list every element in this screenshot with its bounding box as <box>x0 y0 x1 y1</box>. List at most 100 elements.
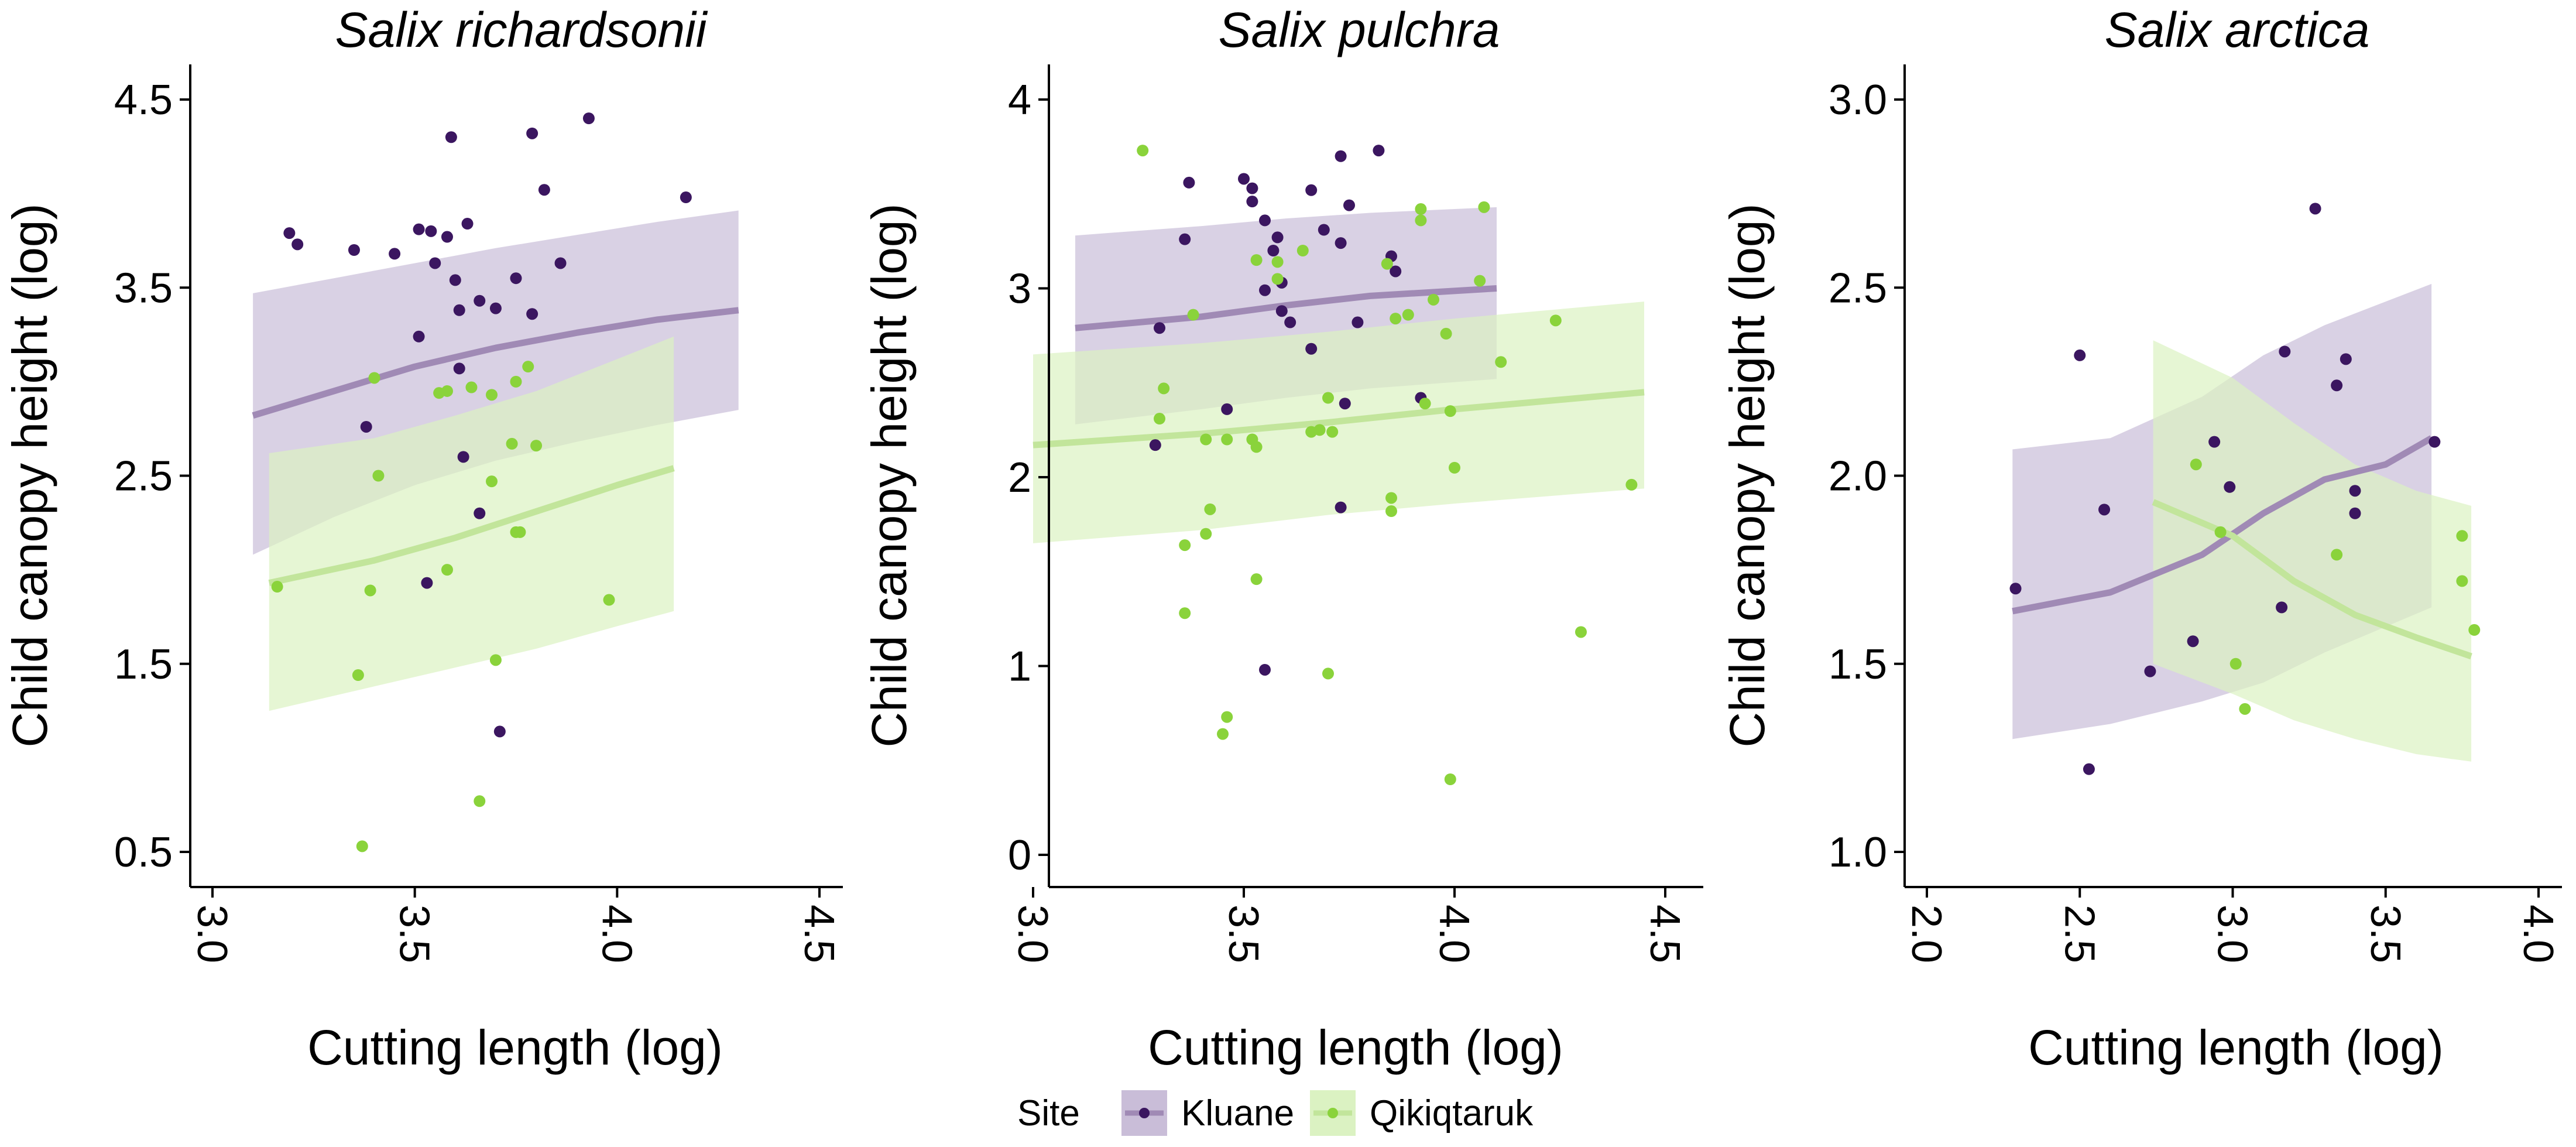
legend-key-point <box>1139 1108 1150 1118</box>
panel-salix-arctica: Salix arctica Child canopy height (log) … <box>1720 2 2562 1075</box>
data-point <box>2083 763 2095 775</box>
data-point <box>1271 231 1284 244</box>
legend-label-kluane: Kluane <box>1181 1093 1294 1134</box>
data-point <box>1402 309 1414 321</box>
fit-line <box>2012 435 2433 615</box>
fit-line <box>1075 285 1497 331</box>
data-point <box>1385 505 1397 518</box>
legend-key-point <box>1328 1108 1338 1118</box>
data-point <box>538 184 550 196</box>
data-point <box>1575 626 1587 638</box>
data-point <box>1549 314 1562 327</box>
data-point <box>1339 398 1351 410</box>
data-point <box>486 389 498 401</box>
data-point <box>510 272 522 285</box>
data-point <box>352 669 364 682</box>
data-point <box>445 131 457 143</box>
data-point <box>1246 182 1258 194</box>
data-point <box>429 257 441 269</box>
data-point <box>1318 224 1330 236</box>
x-tick-label: 2.5 <box>2056 905 2102 963</box>
data-point <box>1137 145 1149 157</box>
data-point <box>1381 258 1393 270</box>
data-point <box>1154 413 1165 425</box>
data-point <box>2229 658 2242 670</box>
data-point <box>1419 398 1431 410</box>
data-point <box>1305 343 1318 355</box>
data-point <box>291 238 304 251</box>
data-point <box>514 526 526 538</box>
y-tick-label: 2.5 <box>114 453 173 500</box>
data-point <box>1221 711 1233 723</box>
data-point <box>1390 265 1402 278</box>
panel-salix-richardsonii: Salix richardsonii Child canopy height (… <box>2 2 843 1075</box>
data-point <box>1415 214 1427 227</box>
data-point <box>2276 601 2288 614</box>
data-point <box>2428 436 2441 448</box>
data-point <box>1158 382 1170 395</box>
data-point <box>348 244 360 256</box>
plot-area <box>2009 203 2481 775</box>
data-point <box>465 381 478 393</box>
x-tick-label: 4.0 <box>2515 905 2561 963</box>
data-point <box>1200 528 1212 540</box>
data-point <box>1250 573 1263 586</box>
data-point <box>421 577 433 589</box>
data-point <box>360 420 372 433</box>
x-tick-label: 4.0 <box>1431 905 1477 963</box>
data-point <box>1259 214 1271 227</box>
plot-area <box>1033 145 1645 785</box>
data-point <box>1390 313 1402 325</box>
x-axis-title: Cutting length (log) <box>1148 1020 1563 1075</box>
data-point <box>425 225 437 237</box>
confidence-ribbon <box>269 336 674 711</box>
data-point <box>1305 184 1318 196</box>
data-point <box>1183 176 1195 189</box>
y-tick-label: 3.5 <box>114 265 173 311</box>
y-axis-title: Child canopy height (log) <box>862 203 917 747</box>
data-point <box>1474 275 1486 287</box>
panel-title: Salix pulchra <box>1219 2 1500 57</box>
panel-salix-pulchra: Salix pulchra Child canopy height (log) … <box>862 2 1703 1075</box>
x-axis-title: Cutting length (log) <box>307 1020 723 1075</box>
data-point <box>1444 405 1456 417</box>
data-point <box>413 330 425 343</box>
y-axis-title: Child canopy height (log) <box>2 203 57 747</box>
data-point <box>1322 667 1334 680</box>
data-point <box>2340 353 2352 365</box>
data-point <box>474 507 486 519</box>
data-point <box>1449 461 1460 474</box>
data-point <box>1259 663 1271 676</box>
data-point <box>2456 575 2468 587</box>
data-point <box>1221 433 1233 446</box>
data-point <box>2331 549 2343 561</box>
x-tick-label: 3.5 <box>2362 905 2409 963</box>
data-point <box>1179 233 1191 245</box>
data-point <box>2187 635 2199 648</box>
y-tick-label: 1.5 <box>1829 641 1887 688</box>
y-tick-label: 1.0 <box>1829 829 1887 876</box>
data-point <box>530 440 543 452</box>
data-point <box>1444 773 1456 785</box>
data-point <box>356 840 368 852</box>
data-point <box>489 302 502 314</box>
x-tick-label: 3.0 <box>188 905 235 963</box>
data-point <box>1373 145 1385 157</box>
data-point <box>453 304 465 316</box>
data-point <box>1187 309 1199 321</box>
data-point <box>2239 703 2251 715</box>
data-point <box>506 437 518 450</box>
legend-key-kluane <box>1121 1090 1167 1136</box>
data-point <box>1179 539 1191 552</box>
data-point <box>2224 481 2236 493</box>
data-point <box>526 127 538 139</box>
data-point <box>1495 356 1507 368</box>
fit-line <box>1033 389 1645 448</box>
data-point <box>449 274 461 286</box>
data-point <box>441 564 453 576</box>
data-point <box>1428 293 1439 306</box>
data-point <box>2214 526 2227 538</box>
data-point <box>441 231 453 243</box>
data-point <box>510 375 522 388</box>
